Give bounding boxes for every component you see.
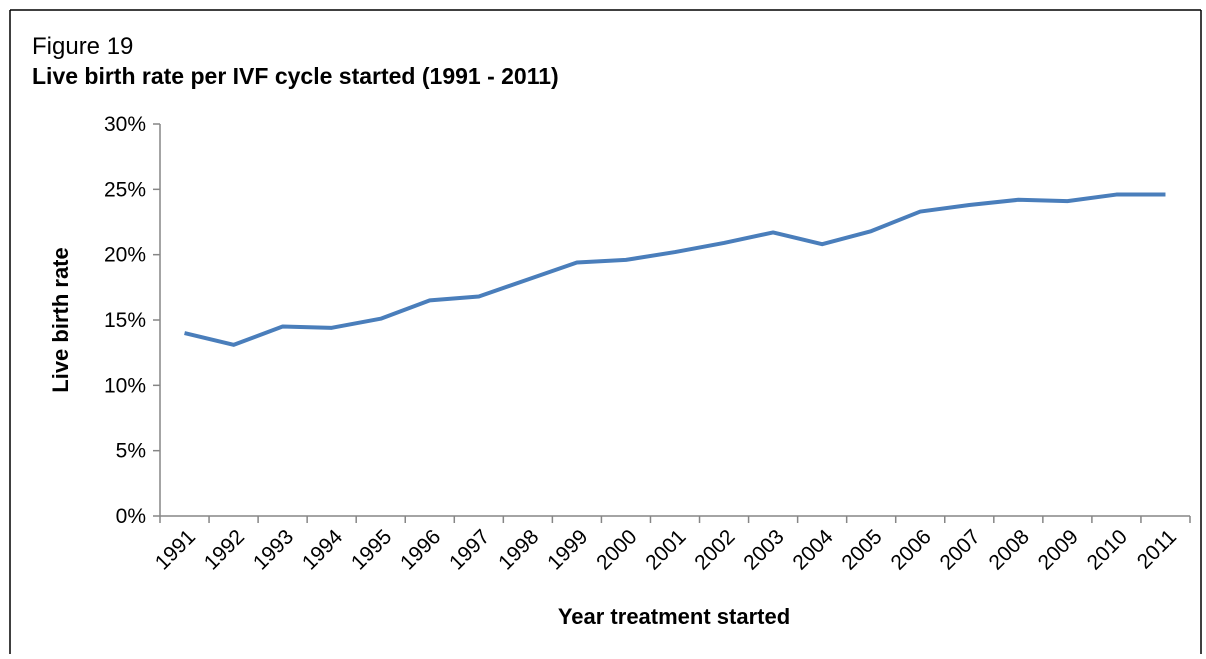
y-tick-label: 15% (104, 309, 146, 332)
line-series (184, 192, 1166, 347)
x-tick-label: 1996 (396, 525, 445, 574)
x-tick-label: 2001 (641, 525, 690, 574)
x-tick-label: 1993 (249, 525, 298, 574)
x-tick-label: 2005 (837, 525, 886, 574)
x-tick-label: 2004 (788, 525, 838, 575)
x-tick-label: 2000 (592, 525, 641, 574)
y-tick-label: 5% (116, 440, 146, 463)
x-tick-label: 2010 (1083, 525, 1132, 574)
chart-title: Figure 19 (32, 33, 133, 60)
y-tick-label: 25% (104, 178, 146, 201)
y-tick-label: 10% (104, 374, 146, 397)
x-tick-label: 2007 (936, 525, 985, 574)
x-tick-label: 1991 (151, 525, 200, 574)
x-tick-label: 2006 (886, 525, 935, 574)
x-tick-label: 2008 (985, 525, 1034, 574)
y-axis-label: Live birth rate (48, 247, 73, 392)
x-tick-label: 2002 (690, 525, 739, 574)
x-tick-label: 2003 (739, 525, 788, 574)
x-tick-label: 1999 (543, 525, 592, 574)
x-axis-label: Year treatment started (558, 604, 790, 629)
x-tick-label: 1992 (200, 525, 249, 574)
chart-subtitle: Live birth rate per IVF cycle started (1… (32, 63, 559, 89)
x-tick-label: 1998 (494, 525, 543, 574)
x-tick-label: 2009 (1034, 525, 1083, 574)
x-tick-label: 1997 (445, 525, 494, 574)
x-tick-label: 2011 (1133, 525, 1181, 573)
y-tick-label: 0% (116, 505, 146, 528)
y-tick-label: 30% (104, 113, 146, 136)
x-tick-label: 1994 (298, 525, 348, 575)
y-tick-label: 20% (104, 244, 146, 267)
x-tick-label: 1995 (347, 525, 396, 574)
